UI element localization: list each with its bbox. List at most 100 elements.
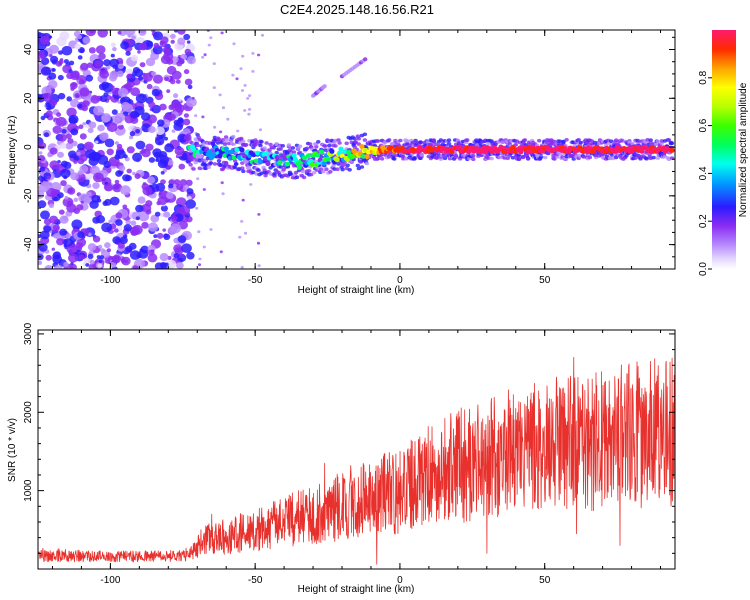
heatmap-cell [53,233,59,239]
heatmap-cell [145,209,152,215]
heatmap-cell [278,165,283,169]
heatmap-cell [101,222,112,233]
heatmap-cell [113,228,119,233]
heatmap-cell [186,196,192,201]
heatmap-cell [164,143,175,153]
heatmap-cell [387,138,392,142]
heatmap-cell [248,94,252,97]
heatmap-cell [327,143,332,148]
heatmap-cell [137,196,146,204]
spectrogram-axes: -100 -50 0 50 -40 -20 0 20 40 [23,30,675,286]
heatmap-cell [68,60,75,66]
y-tick-label: 20 [23,92,34,104]
heatmap-cell [247,166,252,171]
heatmap-cell [132,152,143,162]
heatmap-cell [63,238,73,247]
heatmap-cell [65,133,72,139]
heatmap-cell [257,213,261,216]
heatmap-cell [168,183,174,189]
heatmap-cell [240,161,245,165]
heatmap-cell [325,156,331,162]
heatmap-cell [323,144,328,148]
heatmap-cell [170,223,182,234]
heatmap-cell [108,219,113,224]
heatmap-cell [68,253,79,263]
heatmap-cell [223,135,229,139]
heatmap-cell [79,133,87,140]
heatmap-cell [659,139,664,143]
heatmap-cell [80,62,89,71]
heatmap-cell [145,143,154,151]
heatmap-cell [412,156,417,160]
heatmap-cell [278,147,283,151]
heatmap-cell [179,205,191,216]
heatmap-cell [359,165,365,169]
heatmap-cell [338,146,344,152]
heatmap-cell [285,161,291,167]
heatmap-cell [123,41,128,46]
heatmap-cell [71,219,83,230]
heatmap-cell [331,163,336,168]
heatmap-cell [135,129,141,134]
heatmap-cell [87,253,94,259]
heatmap-cell [226,117,230,121]
heatmap-cell [223,146,229,152]
heatmap-cell [267,148,272,152]
colorbar-ticks: 0.0 0.2 0.4 0.6 0.8 [698,70,712,276]
heatmap-cell [73,155,80,162]
heatmap-cell [127,33,132,38]
heatmap-cell [151,71,157,77]
heatmap-cell [88,121,97,129]
heatmap-cell [45,254,52,261]
heatmap-cell [40,66,52,76]
heatmap-cell [77,103,83,109]
heatmap-cell [258,143,263,148]
heatmap-cell [146,83,153,90]
heatmap-cell [58,209,65,215]
heatmap-cell [216,159,222,163]
colorbar-tick-label: 0.2 [698,214,709,228]
heatmap-cell [38,200,47,209]
heatmap-cell [242,153,248,159]
heatmap-cell [176,183,184,191]
heatmap-cell [186,40,191,44]
heatmap-cell [185,216,193,223]
heatmap-cell [174,247,184,255]
heatmap-cell [77,55,83,60]
heatmap-cell [174,30,178,33]
heatmap-cell [38,142,47,150]
heatmap-cell [277,160,283,166]
heatmap-cell [326,161,331,165]
heatmap-cell [117,87,129,98]
heatmap-cell [309,162,315,168]
heatmap-cell [219,130,223,134]
heatmap-cell [43,132,50,138]
heatmap-cell [63,261,69,267]
heatmap-cell [206,149,212,155]
heatmap-cell [154,136,165,146]
heatmap-cell [131,35,137,40]
snr-panel: -100 -50 0 50 1000 2000 3000 Height of straigh… [7,322,676,595]
heatmap-cell [57,74,64,81]
heatmap-cell [186,188,194,195]
heatmap-cell [155,126,165,135]
heatmap-cell [253,143,258,147]
heatmap-cell [39,230,50,240]
heatmap-cell [561,139,566,144]
heatmap-cell [61,128,67,134]
heatmap-cell [45,102,51,108]
heatmap-cell [38,243,48,252]
heatmap-cell [148,126,156,133]
heatmap-cell [177,37,186,45]
heatmap-cell [224,138,230,142]
heatmap-cell [160,171,165,175]
heatmap-cell [189,127,194,132]
heatmap-cell [49,44,59,54]
heatmap-cell [83,141,94,151]
heatmap-cell [558,152,563,156]
heatmap-cell [210,152,216,158]
heatmap-cell [78,47,85,54]
heatmap-cell [76,238,87,247]
heatmap-cell [342,149,348,155]
heatmap-cell [177,235,187,244]
